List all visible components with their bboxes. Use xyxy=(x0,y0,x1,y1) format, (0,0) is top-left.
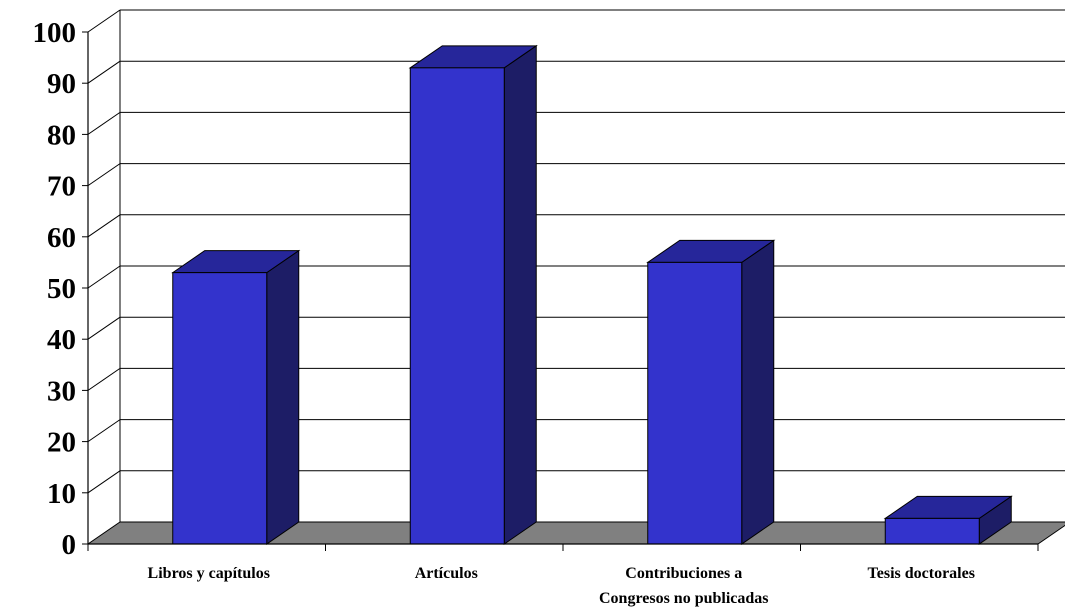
gridline-depth xyxy=(87,111,121,135)
bar-side-face xyxy=(266,249,300,545)
y-tick-label: 50 xyxy=(47,273,76,305)
gridline-depth xyxy=(87,9,121,33)
bar xyxy=(408,44,538,545)
bar-front-face xyxy=(884,517,980,545)
labels-layer: 0 10 20 30 40 50 60 70 80 90 100 Libros y capítulos… xyxy=(33,17,975,607)
gridline-depth xyxy=(87,316,121,340)
bar xyxy=(883,495,1013,545)
x-tick-label: Contribuciones a xyxy=(625,565,742,582)
x-tick-label: Artículos xyxy=(415,565,478,582)
x-tick-label: Libros y capítulos xyxy=(148,565,270,582)
gridline-depth xyxy=(87,419,121,443)
x-tick-label: Congresos no publicadas xyxy=(599,590,769,607)
gridline-depth xyxy=(87,367,121,391)
bar-side-face xyxy=(741,239,775,545)
y-tick-label: 40 xyxy=(47,324,76,356)
bar-side-face xyxy=(503,44,537,545)
bar-front-face xyxy=(172,272,268,545)
x-tick-label: Tesis doctorales xyxy=(868,565,975,582)
y-tick-label: 30 xyxy=(47,375,76,407)
bar xyxy=(171,249,301,545)
gridline-depth xyxy=(87,265,121,289)
y-tick-label: 100 xyxy=(33,17,77,49)
bars-layer xyxy=(171,44,1013,545)
gridline-depth xyxy=(87,214,121,238)
y-tick-label: 20 xyxy=(47,427,76,459)
gridline-depth xyxy=(87,470,121,494)
y-tick-label: 0 xyxy=(62,529,77,561)
y-tick-label: 60 xyxy=(47,222,76,254)
bar-front-face xyxy=(647,261,743,545)
bar-front-face xyxy=(409,67,505,545)
gridline-depth xyxy=(87,163,121,187)
y-tick-label: 10 xyxy=(47,478,76,510)
bar xyxy=(646,239,776,545)
y-tick-label: 80 xyxy=(47,119,76,151)
y-tick-label: 70 xyxy=(47,171,76,203)
gridline-depth xyxy=(87,60,121,84)
y-tick-label: 90 xyxy=(47,68,76,100)
axis-layer xyxy=(82,31,1039,551)
